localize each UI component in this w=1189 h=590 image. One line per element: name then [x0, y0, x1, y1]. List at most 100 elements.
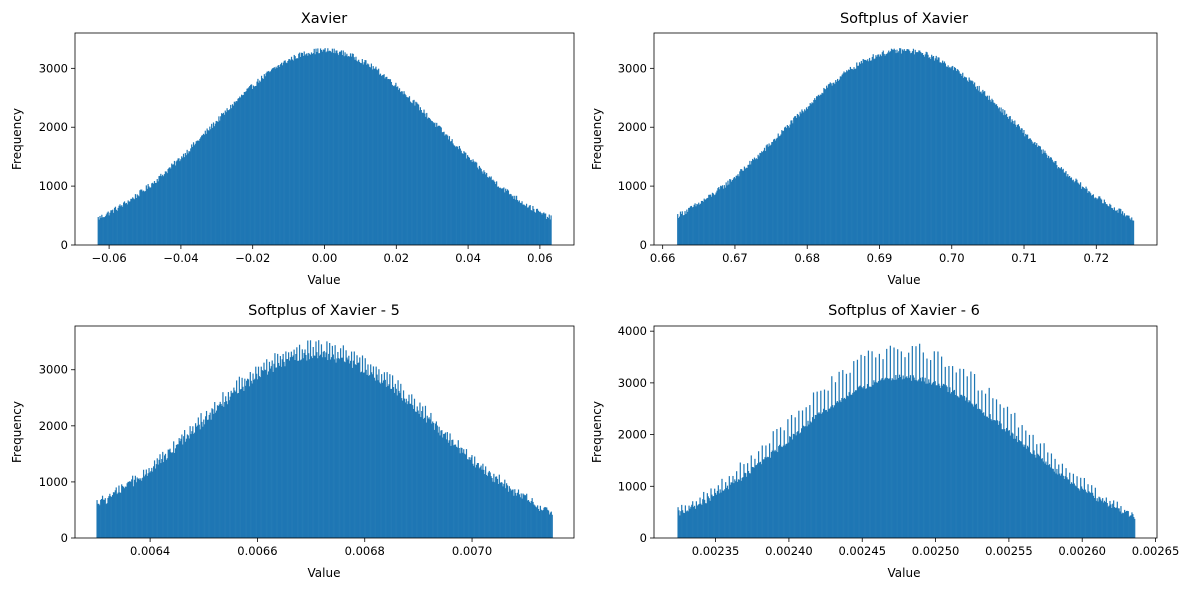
histogram-bar: [787, 419, 789, 538]
histogram-bar: [155, 464, 157, 538]
histogram-bar: [811, 417, 814, 538]
histogram-bar: [265, 73, 267, 245]
histogram-bar: [500, 188, 502, 245]
histogram-bar: [1062, 475, 1064, 538]
histogram-bar: [855, 68, 857, 245]
histogram-bar: [1099, 196, 1101, 245]
histogram-bar: [704, 503, 707, 538]
histogram-bar: [140, 189, 142, 245]
histogram-bar: [319, 48, 322, 246]
histogram-bar: [458, 145, 461, 245]
histogram-bar: [418, 413, 420, 538]
histogram-bar: [203, 419, 205, 538]
histogram-bar: [314, 54, 316, 245]
y-axis-label: Frequency: [590, 108, 604, 170]
histogram-bar: [836, 81, 838, 245]
histogram-bar: [924, 377, 926, 538]
histogram-bar: [952, 390, 955, 538]
histogram-bar: [356, 60, 358, 245]
histogram-bar: [107, 498, 109, 538]
histogram-bar: [841, 74, 843, 245]
histogram-bar: [308, 52, 310, 245]
histogram-bar: [886, 348, 888, 538]
histogram-bar: [442, 437, 444, 538]
histogram-bar: [906, 376, 908, 538]
histogram-bar: [120, 206, 122, 245]
histogram-bar: [818, 412, 820, 538]
histogram-bar: [709, 500, 711, 538]
histogram-bar: [118, 205, 120, 245]
histogram-bar: [959, 73, 961, 245]
histogram-bar: [243, 390, 245, 538]
histogram-bar: [316, 52, 318, 245]
histogram-bar: [464, 453, 466, 538]
histogram-bar: [317, 358, 319, 538]
histogram-bar: [884, 378, 886, 538]
histogram-bar: [786, 124, 788, 245]
histogram-bar: [189, 151, 191, 245]
histogram-bar: [132, 486, 135, 538]
histogram-bar: [145, 185, 147, 245]
histogram-bar: [852, 69, 854, 246]
histogram-bar: [286, 63, 288, 245]
histogram-bar: [955, 71, 957, 245]
histogram-bar: [458, 447, 460, 538]
histogram-bar: [946, 386, 948, 538]
histogram-bar: [815, 96, 818, 245]
histogram-bar: [323, 49, 325, 245]
histogram-bar: [468, 457, 470, 538]
histogram-bar: [328, 51, 330, 246]
histogram-bar: [481, 171, 483, 245]
histogram-bar: [442, 132, 444, 245]
histogram-bar: [842, 370, 844, 538]
histogram-bar: [929, 382, 931, 538]
histogram-bar: [757, 451, 760, 538]
histogram-bar: [703, 491, 705, 538]
histogram-bar: [1049, 157, 1052, 245]
histogram-bar: [808, 106, 810, 245]
histogram-bar: [845, 72, 847, 245]
histogram-bar: [489, 472, 491, 538]
histogram-bar: [985, 416, 988, 538]
histogram-bar: [299, 360, 302, 538]
histogram-bar: [1101, 203, 1104, 245]
histogram-bar: [505, 488, 507, 538]
histogram-bar: [446, 134, 448, 245]
histogram-bar: [844, 397, 846, 538]
histogram-bar: [246, 378, 249, 538]
histogram-bar: [333, 359, 335, 538]
y-tick-label: 1000: [618, 479, 647, 493]
histogram-bar: [734, 479, 736, 538]
histogram-bar: [794, 417, 796, 538]
histogram-bar: [779, 135, 781, 245]
histogram-bar: [848, 69, 851, 245]
x-tick-label: 0.66: [650, 251, 676, 265]
histogram-bar: [1094, 197, 1096, 245]
histogram-bar: [833, 82, 835, 245]
histogram-bar: [960, 394, 962, 538]
histogram-bar: [828, 408, 830, 538]
histogram-bar: [1011, 432, 1013, 538]
histogram-bar: [476, 162, 478, 245]
histogram-bar: [106, 503, 108, 538]
histogram-bar: [694, 203, 696, 245]
histogram-bar: [872, 385, 874, 538]
histogram-bar: [1003, 115, 1005, 245]
histogram-bar: [1084, 189, 1086, 245]
histogram-bar: [922, 352, 924, 538]
histogram-bar: [717, 188, 719, 245]
histogram-bar: [495, 184, 497, 245]
histogram-bar: [717, 485, 719, 538]
histogram-bar: [173, 160, 176, 245]
histogram-bar: [925, 51, 927, 246]
histogram-bar: [106, 212, 108, 245]
histogram-bar: [137, 478, 139, 538]
histogram-bar: [517, 201, 520, 245]
histogram-bar: [691, 207, 693, 245]
histogram-bar: [241, 94, 243, 246]
histogram-bar: [858, 386, 860, 538]
y-tick-label: 2000: [39, 419, 68, 433]
x-tick-label: 0.06: [527, 251, 553, 265]
histogram-bar: [521, 498, 523, 538]
histogram-bar: [461, 447, 463, 538]
